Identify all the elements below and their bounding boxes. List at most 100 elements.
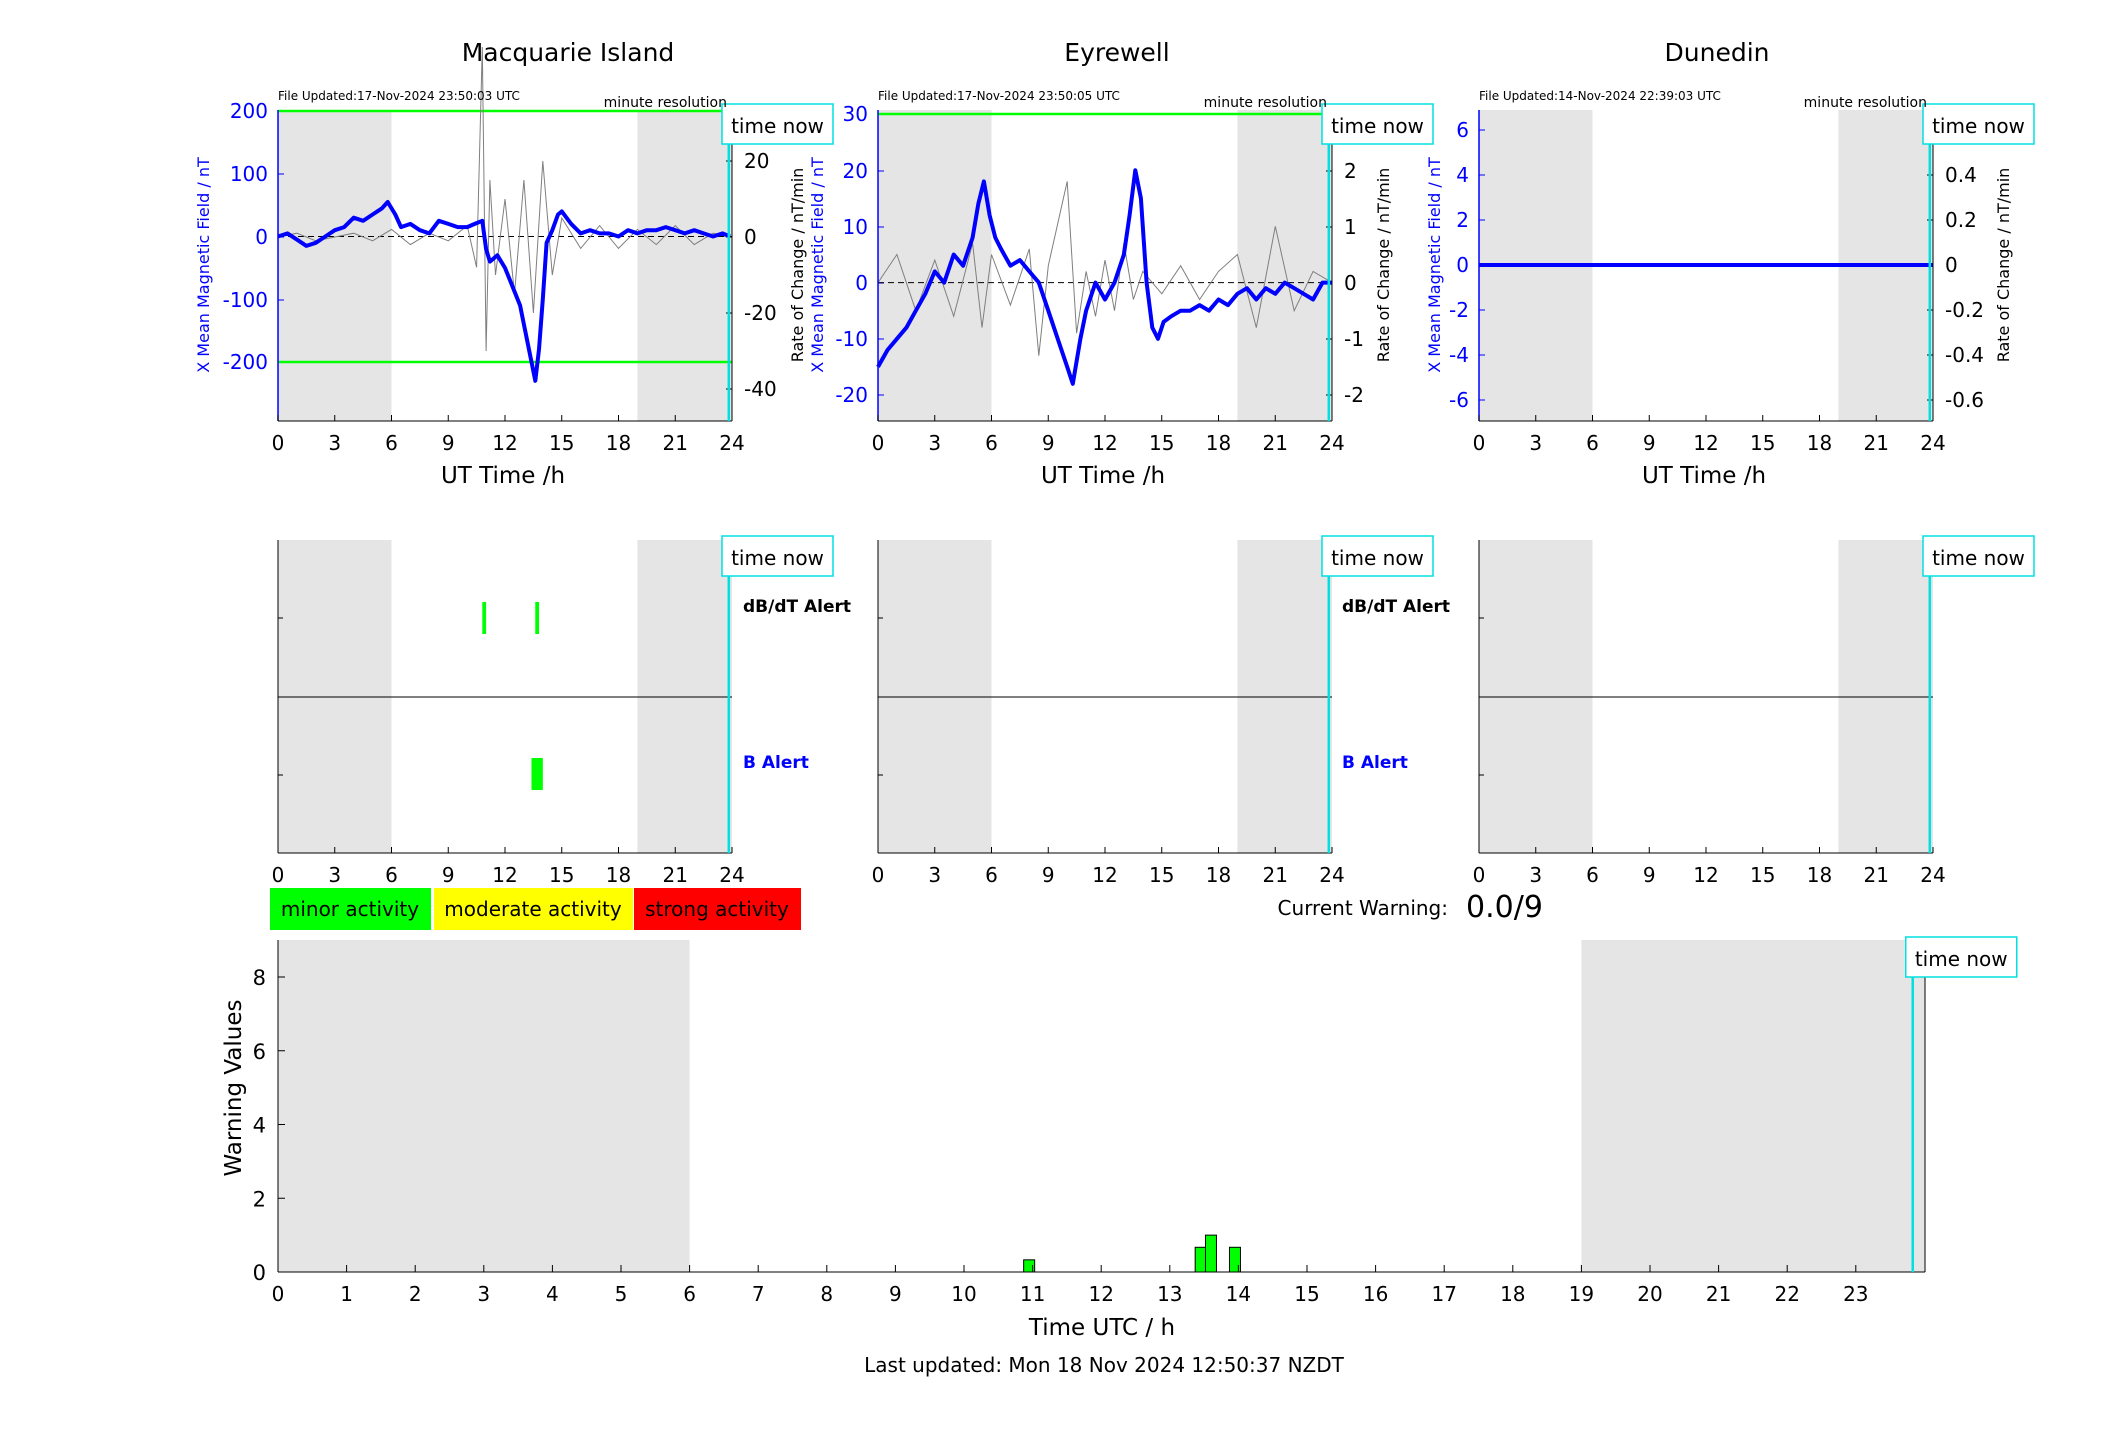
ylabel-left-macquarie: X Mean Magnetic Field / nT	[194, 157, 213, 373]
ytick-label-left-dunedin-1: 4	[1456, 163, 1469, 187]
ytick-label-left-dunedin-6: -6	[1449, 388, 1469, 412]
warning-xtick-label-6: 6	[683, 1282, 696, 1306]
xtick-label-dunedin-6: 18	[1807, 431, 1832, 455]
xtick-label-macquarie-2: 6	[385, 431, 398, 455]
warning-ytick-label-4: 0	[253, 1261, 266, 1285]
xtick-label-dunedin-5: 15	[1750, 431, 1775, 455]
warning-night-shade-0	[278, 940, 690, 1272]
xtick-label-eyrewell-5: 15	[1149, 431, 1174, 455]
ytick-label-right-eyrewell-5: -2	[1344, 383, 1364, 407]
alert-xtick-label-dunedin-3: 9	[1643, 863, 1656, 887]
warning-xtick-label-12: 12	[1088, 1282, 1113, 1306]
xtick-label-eyrewell-8: 24	[1319, 431, 1344, 455]
xtick-label-eyrewell-2: 6	[985, 431, 998, 455]
ytick-label-right-dunedin-4: -0.2	[1945, 298, 1984, 322]
ylabel-right-macquarie: Rate of Change / nT/min	[788, 168, 807, 363]
ytick-label-right-macquarie-3: -40	[744, 377, 777, 401]
time-now-alert-macquarie-label: time now	[731, 546, 824, 570]
time-now-top-macquarie-label: time now	[731, 114, 824, 138]
time-now-top-eyrewell-box	[1321, 103, 1434, 145]
time-now-top-dunedin-box	[1922, 103, 2035, 145]
ytick-label-right-macquarie-0: 20	[744, 149, 769, 173]
ytick-label-right-dunedin-6: -0.6	[1945, 388, 1984, 412]
ytick-label-left-macquarie-3: -100	[223, 288, 268, 312]
resolution-macquarie: minute resolution	[604, 95, 727, 111]
ytick-label-right-dunedin-3: 0	[1945, 253, 1958, 277]
ytick-label-right-macquarie-2: -20	[744, 301, 777, 325]
alert-xtick-label-eyrewell-4: 12	[1092, 863, 1117, 887]
file-updated-eyrewell: File Updated:17-Nov-2024 23:50:05 UTC	[878, 89, 1120, 103]
xlabel-eyrewell: UT Time /h	[1041, 463, 1165, 489]
ytick-label-left-macquarie-0: 200	[230, 99, 268, 123]
alert-xtick-label-macquarie-5: 15	[549, 863, 574, 887]
alert-xtick-label-dunedin-4: 12	[1693, 863, 1718, 887]
xtick-label-dunedin-0: 0	[1473, 431, 1486, 455]
warning-xtick-label-15: 15	[1294, 1282, 1319, 1306]
warning-xtick-label-1: 1	[340, 1282, 353, 1306]
file-updated-macquarie: File Updated:17-Nov-2024 23:50:03 UTC	[278, 89, 520, 103]
night-shade-macquarie-0	[278, 110, 392, 421]
warning-xtick-label-18: 18	[1500, 1282, 1525, 1306]
ylabel-left-dunedin: X Mean Magnetic Field / nT	[1425, 157, 1444, 373]
ytick-label-left-eyrewell-0: 30	[843, 102, 868, 126]
xtick-label-macquarie-6: 18	[606, 431, 631, 455]
warning-bar-2	[1204, 1234, 1217, 1273]
time-now-warning-label: time now	[1915, 947, 2008, 971]
warning-xtick-label-17: 17	[1431, 1282, 1456, 1306]
station-title-macquarie: Macquarie Island	[462, 38, 675, 67]
warning-xtick-label-23: 23	[1843, 1282, 1868, 1306]
warning-xtick-label-22: 22	[1774, 1282, 1799, 1306]
resolution-dunedin: minute resolution	[1804, 95, 1927, 111]
field-line-eyrewell	[876, 168, 1332, 386]
alert-xtick-label-macquarie-2: 6	[385, 863, 398, 887]
ytick-label-right-eyrewell-1: 2	[1344, 159, 1357, 183]
warning-xtick-label-3: 3	[477, 1282, 490, 1306]
alert-xtick-label-eyrewell-6: 18	[1206, 863, 1231, 887]
night-shade-macquarie-1	[637, 110, 732, 421]
alert-xtick-label-dunedin-1: 3	[1529, 863, 1542, 887]
alert-xtick-label-dunedin-5: 15	[1750, 863, 1775, 887]
alert-xtick-label-eyrewell-8: 24	[1319, 863, 1344, 887]
resolution-eyrewell: minute resolution	[1204, 95, 1327, 111]
xtick-label-dunedin-1: 3	[1529, 431, 1542, 455]
xtick-label-macquarie-8: 24	[719, 431, 744, 455]
field-line-macquarie	[277, 200, 731, 383]
ylabel-right-dunedin: Rate of Change / nT/min	[1994, 168, 2013, 363]
last-updated: Last updated: Mon 18 Nov 2024 12:50:37 N…	[864, 1353, 1345, 1377]
station-title-dunedin: Dunedin	[1665, 38, 1770, 67]
warning-xtick-label-20: 20	[1637, 1282, 1662, 1306]
xtick-label-eyrewell-7: 21	[1263, 431, 1288, 455]
b-alert-label-macquarie: B Alert	[743, 753, 809, 773]
warning-xtick-label-4: 4	[546, 1282, 559, 1306]
alert-xtick-label-macquarie-0: 0	[272, 863, 285, 887]
xtick-label-eyrewell-3: 9	[1042, 431, 1055, 455]
ytick-label-right-dunedin-2: 0.2	[1945, 208, 1977, 232]
night-shade-eyrewell-0	[878, 110, 992, 421]
xtick-label-macquarie-1: 3	[328, 431, 341, 455]
ytick-label-left-macquarie-1: 100	[230, 162, 268, 186]
warning-xtick-label-13: 13	[1157, 1282, 1182, 1306]
ytick-label-left-eyrewell-3: 0	[855, 271, 868, 295]
xtick-label-eyrewell-6: 18	[1206, 431, 1231, 455]
warning-xtick-label-14: 14	[1226, 1282, 1251, 1306]
time-now-alert-dunedin-label: time now	[1932, 546, 2025, 570]
xtick-label-macquarie-0: 0	[272, 431, 285, 455]
warning-xtick-label-5: 5	[615, 1282, 628, 1306]
xlabel-dunedin: UT Time /h	[1642, 463, 1766, 489]
legend-strong-label: strong activity	[645, 897, 789, 921]
time-now-top-eyrewell-label: time now	[1331, 114, 1424, 138]
ylabel-left-eyrewell: X Mean Magnetic Field / nT	[808, 157, 827, 373]
alert-xtick-label-macquarie-1: 3	[328, 863, 341, 887]
b-alert-bar-macquarie-0	[531, 758, 543, 790]
ytick-label-left-eyrewell-1: 20	[843, 159, 868, 183]
warning-ytick-label-0: 8	[253, 966, 266, 990]
alert-xtick-label-macquarie-3: 9	[442, 863, 455, 887]
time-now-alert-eyrewell-label: time now	[1331, 546, 1424, 570]
warning-xtick-label-2: 2	[409, 1282, 422, 1306]
time-now-top-macquarie-box	[721, 103, 834, 145]
dbdt-alert-bar-macquarie-0	[482, 602, 487, 634]
alert-xtick-label-eyrewell-1: 3	[928, 863, 941, 887]
ytick-label-right-eyrewell-3: 0	[1344, 271, 1357, 295]
warning-bar-1	[1194, 1246, 1207, 1273]
